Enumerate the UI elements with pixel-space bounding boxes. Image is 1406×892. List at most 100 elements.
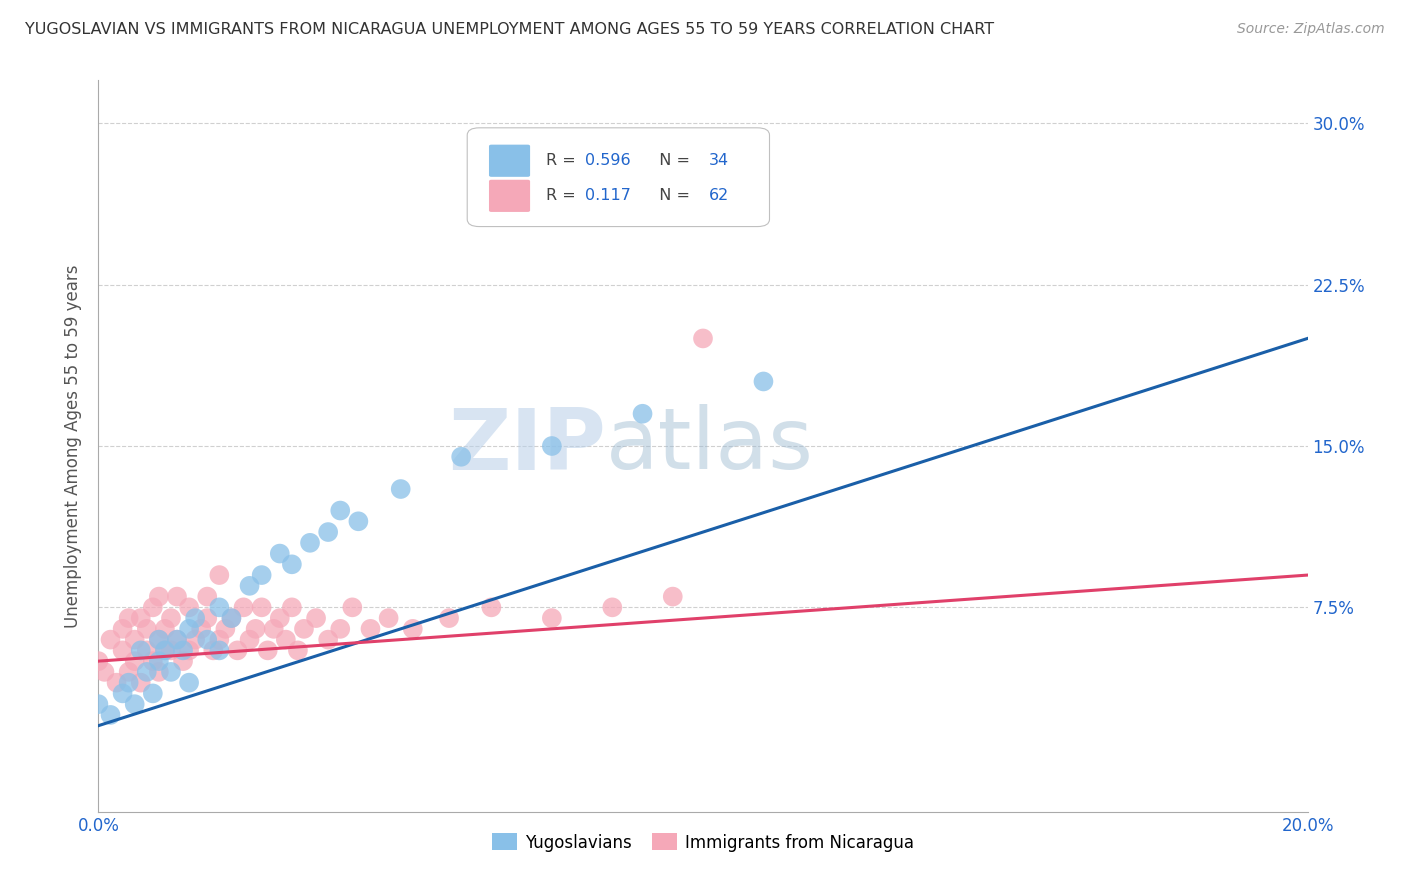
Point <box>160 643 183 657</box>
Point <box>269 547 291 561</box>
Point <box>208 568 231 582</box>
FancyBboxPatch shape <box>489 145 530 177</box>
Point <box>250 568 273 582</box>
Point <box>274 632 297 647</box>
Point <box>142 654 165 668</box>
Point <box>148 590 170 604</box>
Point <box>153 622 176 636</box>
Point <box>232 600 254 615</box>
Point <box>135 622 157 636</box>
Point <box>124 697 146 711</box>
Point <box>631 407 654 421</box>
Text: N =: N = <box>648 153 695 169</box>
FancyBboxPatch shape <box>489 180 530 212</box>
Point <box>437 611 460 625</box>
Point <box>250 600 273 615</box>
Text: ZIP: ZIP <box>449 404 606 488</box>
FancyBboxPatch shape <box>467 128 769 227</box>
Point <box>179 643 201 657</box>
Point <box>316 632 339 647</box>
Legend: Yugoslavians, Immigrants from Nicaragua: Yugoslavians, Immigrants from Nicaragua <box>485 827 921 858</box>
Point <box>195 611 218 625</box>
Point <box>100 707 122 722</box>
Point <box>166 632 188 647</box>
Point <box>184 611 207 625</box>
Point <box>153 643 176 657</box>
Y-axis label: Unemployment Among Ages 55 to 59 years: Unemployment Among Ages 55 to 59 years <box>65 264 83 628</box>
Point <box>179 622 201 636</box>
Point <box>245 622 267 636</box>
Point <box>129 611 152 625</box>
Text: 62: 62 <box>709 188 730 203</box>
Point <box>221 611 243 625</box>
Text: 0.596: 0.596 <box>585 153 630 169</box>
Point <box>179 600 201 615</box>
Point <box>184 632 207 647</box>
Point <box>208 643 231 657</box>
Point <box>160 665 183 679</box>
Point <box>263 622 285 636</box>
Point <box>148 632 170 647</box>
Point <box>124 632 146 647</box>
Point <box>692 331 714 345</box>
Point <box>148 654 170 668</box>
Point <box>166 590 188 604</box>
Point <box>281 600 304 615</box>
Point <box>118 665 141 679</box>
Point <box>160 611 183 625</box>
Point <box>661 590 683 604</box>
Point <box>305 611 328 625</box>
Point <box>111 686 134 700</box>
Point <box>389 482 412 496</box>
Point <box>256 643 278 657</box>
Text: Source: ZipAtlas.com: Source: ZipAtlas.com <box>1237 22 1385 37</box>
Text: R =: R = <box>546 153 581 169</box>
Point <box>111 622 134 636</box>
Point <box>195 590 218 604</box>
Point <box>281 558 304 572</box>
Point <box>190 622 212 636</box>
Point <box>481 600 503 615</box>
Point <box>105 675 128 690</box>
Point <box>195 632 218 647</box>
Point <box>135 665 157 679</box>
Point <box>153 643 176 657</box>
Point <box>342 600 364 615</box>
Point <box>142 600 165 615</box>
Point <box>124 654 146 668</box>
Point <box>100 632 122 647</box>
Point <box>93 665 115 679</box>
Point <box>111 643 134 657</box>
Point <box>377 611 399 625</box>
Point <box>208 600 231 615</box>
Point <box>118 675 141 690</box>
Point <box>135 643 157 657</box>
Point <box>172 643 194 657</box>
Text: YUGOSLAVIAN VS IMMIGRANTS FROM NICARAGUA UNEMPLOYMENT AMONG AGES 55 TO 59 YEARS : YUGOSLAVIAN VS IMMIGRANTS FROM NICARAGUA… <box>25 22 994 37</box>
Point <box>208 632 231 647</box>
Point <box>129 643 152 657</box>
Point <box>214 622 236 636</box>
Point <box>202 643 225 657</box>
Point <box>602 600 624 615</box>
Point <box>402 622 425 636</box>
Text: 34: 34 <box>709 153 730 169</box>
Point <box>287 643 309 657</box>
Point <box>347 514 370 528</box>
Text: N =: N = <box>648 188 695 203</box>
Point <box>540 439 562 453</box>
Point <box>269 611 291 625</box>
Point <box>166 632 188 647</box>
Point <box>148 665 170 679</box>
Point <box>316 524 339 539</box>
Point <box>221 611 243 625</box>
Point <box>752 375 775 389</box>
Point <box>239 579 262 593</box>
Point <box>118 611 141 625</box>
Text: 0.117: 0.117 <box>585 188 630 203</box>
Point <box>450 450 472 464</box>
Point <box>172 654 194 668</box>
Text: R =: R = <box>546 188 586 203</box>
Point <box>329 503 352 517</box>
Text: atlas: atlas <box>606 404 814 488</box>
